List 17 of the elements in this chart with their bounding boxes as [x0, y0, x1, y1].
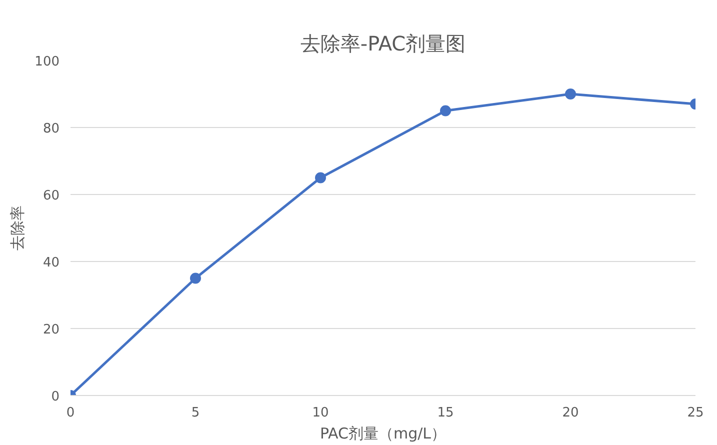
point: [315, 172, 326, 184]
x-tick-label: 0: [66, 406, 75, 420]
y-tick-label: 40: [42, 256, 60, 270]
x-tick-label: 25: [687, 406, 704, 420]
x-tick-label: 5: [191, 406, 200, 420]
y-axis-title: 去除率: [8, 206, 27, 250]
x-tick-label: 20: [562, 406, 579, 420]
chart-title: 去除率-PAC剂量图: [300, 32, 466, 56]
y-tick-label: 60: [42, 188, 60, 204]
x-tick-label: 10: [312, 406, 329, 420]
x-axis-title: PAC剂量（mg/L）: [320, 424, 446, 442]
y-tick-label: 0: [51, 390, 60, 404]
y-tick-label: 20: [42, 322, 60, 338]
x-tick-label: 15: [437, 406, 454, 420]
y-tick-label: 100: [34, 54, 60, 70]
y-tick-label: 80: [42, 122, 60, 136]
point: [440, 105, 451, 116]
